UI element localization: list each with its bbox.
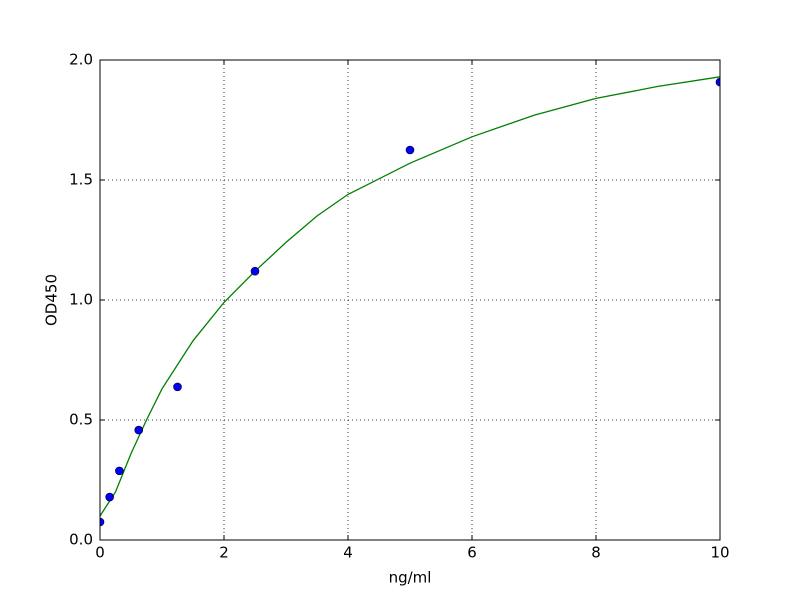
x-tick-label: 6 xyxy=(467,544,477,562)
y-tick-label: 1.0 xyxy=(69,291,93,309)
x-axis-label: ng/ml xyxy=(389,569,432,587)
y-axis-label: OD450 xyxy=(43,274,61,326)
y-tick-label: 2.0 xyxy=(69,51,93,69)
data-point xyxy=(100,517,105,527)
data-point xyxy=(134,425,144,435)
data-point xyxy=(250,266,260,276)
y-tick-label: 0.5 xyxy=(69,411,93,429)
data-point xyxy=(105,492,114,502)
data-point xyxy=(405,145,415,155)
y-tick-label: 0.0 xyxy=(69,531,93,549)
x-tick-label: 8 xyxy=(591,544,601,562)
x-tick-label: 0 xyxy=(95,544,105,562)
y-tick-label: 1.5 xyxy=(69,171,93,189)
data-point xyxy=(173,382,182,392)
x-tick-label: 4 xyxy=(343,544,353,562)
marks xyxy=(100,76,720,527)
data-point xyxy=(715,77,720,87)
x-tick-label: 10 xyxy=(710,544,729,562)
axes: 0 2 4 6 8 10 0.0 0.5 1.0 1.5 2.0 xyxy=(69,51,729,562)
data-point xyxy=(115,466,124,476)
x-tick-label: 2 xyxy=(219,544,229,562)
